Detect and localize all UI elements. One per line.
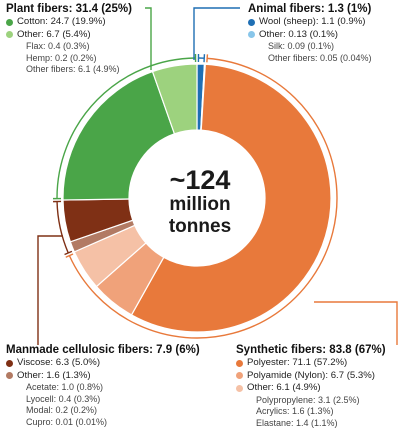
- legend-item-animal-other: Other: 0.13 (0.1%): [248, 29, 372, 42]
- leader-line-synthetic: [314, 301, 398, 345]
- cellulosic-other-swatch: [6, 372, 13, 380]
- legend-sub-item: Cupro: 0.01 (0.01%): [26, 416, 108, 427]
- legend-cellulosic-fibers: Manmade cellulosic fibers: 7.9 (6%) Visc…: [6, 343, 200, 428]
- polyamide-swatch: [236, 372, 243, 380]
- polyester-swatch: [236, 359, 243, 367]
- center-line-1: ~124: [169, 165, 231, 195]
- legend-item-label: Polyamide (Nylon): 6.7 (5.3%): [247, 369, 375, 381]
- legend-item-viscose: Viscose: 6.3 (5.0%): [6, 357, 200, 370]
- legend-item-label: Other: 1.6 (1.3%): [17, 369, 91, 381]
- legend-synthetic-fibers: Synthetic fibers: 83.8 (67%) Polyester: …: [236, 343, 386, 429]
- leader-line-plant: [145, 7, 152, 70]
- legend-sub-item: Acetate: 1.0 (0.8%): [26, 382, 104, 392]
- group-arc-cellulosic: [56, 201, 69, 254]
- group-arc-tick-synthetic-1: [65, 253, 74, 258]
- legend-item-label: Other: 0.13 (0.1%): [259, 28, 338, 40]
- legend-sub-item: Polypropylene: 3.1 (2.5%): [256, 394, 360, 405]
- plant-other-swatch: [6, 31, 13, 39]
- wool-swatch: [248, 18, 255, 26]
- legend-sub-item: Flax: 0.4 (0.3%): [26, 41, 90, 51]
- legend-item-label: Cotton: 24.7 (19.9%): [17, 16, 106, 27]
- group-arc-tick-cellulosic-0: [64, 250, 73, 256]
- cotton-swatch: [6, 18, 13, 26]
- viscose-swatch: [6, 359, 13, 367]
- legend-cellulosic-title: Manmade cellulosic fibers: 7.9 (6%): [6, 344, 200, 356]
- legend-sub-item: Lyocell: 0.4 (0.3%): [26, 393, 101, 404]
- legend-item-polyester: Polyester: 71.1 (57.2%): [236, 357, 386, 370]
- legend-item-cotton: Cotton: 24.7 (19.9%): [6, 16, 132, 29]
- legend-item-label: Other: 6.7 (5.4%): [17, 28, 91, 40]
- center-total: ~124 million tonnes: [133, 166, 267, 238]
- legend-item-synthetic-other: Other: 6.1 (4.9%): [236, 382, 386, 395]
- legend-sub-item: Acrylics: 1.6 (1.3%): [256, 406, 334, 416]
- legend-plant-fibers: Plant fibers: 31.4 (25%) Cotton: 24.7 (1…: [6, 2, 132, 76]
- legend-sub-item: Elastane: 1.4 (1.1%): [256, 417, 338, 428]
- donut-slice-plant-cotton: [62, 70, 176, 201]
- legend-item-wool: Wool (sheep): 1.1 (0.9%): [248, 16, 372, 29]
- group-arc-synthetic: [68, 57, 338, 339]
- legend-sub-item: Other fibers: 6.1 (4.9%): [26, 64, 120, 74]
- legend-item-label: Wool (sheep): 1.1 (0.9%): [259, 16, 366, 27]
- legend-item-label: Polyester: 71.1 (57.2%): [247, 357, 348, 368]
- legend-sub-item: Hemp: 0.2 (0.2%): [26, 52, 97, 63]
- legend-sub-item: Other fibers: 0.05 (0.04%): [268, 52, 372, 63]
- legend-synthetic-title: Synthetic fibers: 83.8 (67%): [236, 344, 386, 356]
- legend-item-label: Other: 6.1 (4.9%): [247, 382, 321, 393]
- center-line-2: million: [169, 194, 231, 215]
- legend-item-polyamide: Polyamide (Nylon): 6.7 (5.3%): [236, 370, 386, 383]
- center-line-3: tonnes: [168, 216, 232, 237]
- leader-line-cellulosic: [37, 235, 63, 345]
- legend-sub-item: Modal: 0.2 (0.2%): [26, 405, 98, 415]
- legend-animal-fibers: Animal fibers: 1.3 (1%) Wool (sheep): 1.…: [248, 2, 372, 64]
- legend-plant-title: Plant fibers: 31.4 (25%): [6, 3, 132, 15]
- synthetic-other-swatch: [236, 384, 243, 392]
- group-arc-plant: [56, 57, 196, 199]
- animal-other-swatch: [248, 31, 255, 39]
- legend-item-label: Viscose: 6.3 (5.0%): [17, 357, 101, 368]
- leader-line-animal: [193, 7, 240, 60]
- group-arc-tick-synthetic-0: [206, 54, 209, 63]
- legend-sub-item: Silk: 0.09 (0.1%): [268, 41, 335, 51]
- donut-slice-plant-other: [151, 63, 198, 135]
- legend-item-plant-other: Other: 6.7 (5.4%): [6, 29, 132, 42]
- donut-slice-synthetic-polyester: [130, 63, 332, 333]
- legend-animal-title: Animal fibers: 1.3 (1%): [248, 3, 372, 15]
- legend-item-cellulosic-other: Other: 1.6 (1.3%): [6, 370, 200, 383]
